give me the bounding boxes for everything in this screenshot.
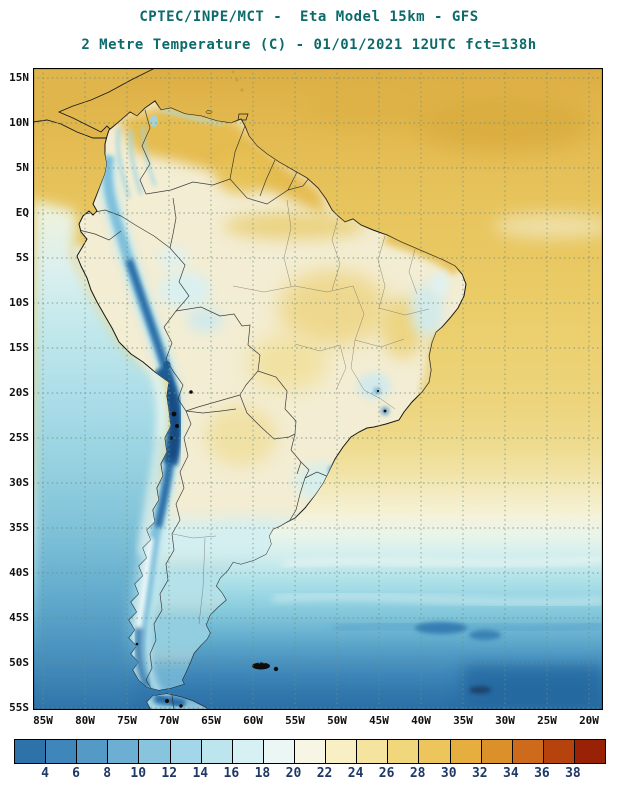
colorbar-segment-17: [543, 740, 575, 763]
colorbar-segment-12: [388, 740, 420, 763]
lon-label-80W: 80W: [75, 714, 95, 727]
colorbar-tick-8: 8: [103, 766, 112, 781]
colorbar-segment-11: [357, 740, 389, 763]
colorbar-segment-16: [512, 740, 544, 763]
page-title: CPTEC/INPE/MCT - Eta Model 15km - GFS: [139, 9, 479, 25]
lon-label-25W: 25W: [537, 714, 557, 727]
colorbar-tick-32: 32: [471, 766, 488, 781]
colorbar-segment-2: [77, 740, 109, 763]
lon-label-75W: 75W: [117, 714, 137, 727]
colorbar-segment-5: [170, 740, 202, 763]
lat-label-10N: 10N: [9, 116, 29, 129]
colorbar-tick-22: 22: [316, 766, 333, 781]
lat-label-35S: 35S: [9, 521, 29, 534]
colorbar-segment-8: [263, 740, 295, 763]
temperature-map-canvas: [32, 67, 613, 711]
lon-label-60W: 60W: [243, 714, 263, 727]
lat-label-50S: 50S: [9, 656, 29, 669]
colorbar-tick-4: 4: [41, 766, 49, 781]
colorbar-segment-6: [201, 740, 233, 763]
colorbar-tick-16: 16: [223, 766, 240, 781]
lon-label-70W: 70W: [159, 714, 179, 727]
colorbar-segment-4: [139, 740, 171, 763]
island-trinidad: [237, 113, 249, 121]
ocean-pacific: [33, 200, 167, 710]
land-central-america: [32, 67, 156, 139]
colorbar-segment-7: [232, 740, 264, 763]
lat-label-5S: 5S: [15, 251, 29, 264]
lon-label-55W: 55W: [285, 714, 305, 727]
colorbar-tick-18: 18: [254, 766, 271, 781]
colorbar-tick-20: 20: [285, 766, 302, 781]
lon-label-40W: 40W: [411, 714, 431, 727]
lon-label-65W: 65W: [201, 714, 221, 727]
lat-label-40S: 40S: [9, 566, 29, 579]
lake-titicaca: [163, 361, 171, 369]
colorbar-segment-13: [419, 740, 451, 763]
colorbar-tick-28: 28: [409, 766, 426, 781]
lat-label-25S: 25S: [9, 431, 29, 444]
colorbar-tick-10: 10: [130, 766, 147, 781]
lat-label-15S: 15S: [9, 341, 29, 354]
lon-label-30W: 30W: [495, 714, 515, 727]
lat-label-45S: 45S: [9, 611, 29, 624]
lat-label-5N: 5N: [15, 161, 29, 174]
colorbar-tick-34: 34: [503, 766, 519, 781]
colorbar-tick-14: 14: [192, 766, 209, 781]
lat-label-15N: 15N: [9, 71, 29, 84]
colorbar-segment-18: [574, 740, 606, 763]
colorbar-tick-6: 6: [72, 766, 80, 781]
lon-label-45W: 45W: [369, 714, 389, 727]
lon-label-85W: 85W: [33, 714, 53, 727]
map-border: [32, 67, 604, 711]
lat-label-55S: 55S: [9, 701, 29, 714]
colorbar-tick-12: 12: [161, 766, 178, 781]
island-falklands: [252, 662, 270, 670]
colorbar-segment-1: [46, 740, 78, 763]
colorbar-segment-14: [450, 740, 482, 763]
lon-label-20W: 20W: [579, 714, 599, 727]
colorbar-tick-24: 24: [347, 766, 364, 781]
colorbar-tick-30: 30: [440, 766, 457, 781]
colorbar-segment-9: [294, 740, 327, 763]
colorbar-tick-26: 26: [378, 766, 395, 781]
colorbar-segment-0: [15, 740, 47, 763]
temperature-colorbar: [14, 739, 606, 764]
graticule-grid: [33, 68, 603, 710]
lat-label-20S: 20S: [9, 386, 29, 399]
country-borders: [78, 109, 330, 710]
colorbar-segment-15: [481, 740, 513, 763]
colorbar-segment-10: [326, 740, 358, 763]
colorbar-segment-3: [108, 740, 140, 763]
lon-label-50W: 50W: [327, 714, 347, 727]
colorbar-tick-36: 36: [534, 766, 550, 781]
colorbar-tick-38: 38: [565, 766, 581, 781]
lon-label-35W: 35W: [453, 714, 473, 727]
lat-label-EQ: EQ: [15, 206, 29, 219]
lat-label-10S: 10S: [9, 296, 29, 309]
lat-label-30S: 30S: [9, 476, 29, 489]
page-subtitle: 2 Metre Temperature (C) - 01/01/2021 12U…: [81, 37, 537, 53]
map-frame: [32, 67, 613, 711]
lake-maracaibo: [150, 115, 158, 127]
